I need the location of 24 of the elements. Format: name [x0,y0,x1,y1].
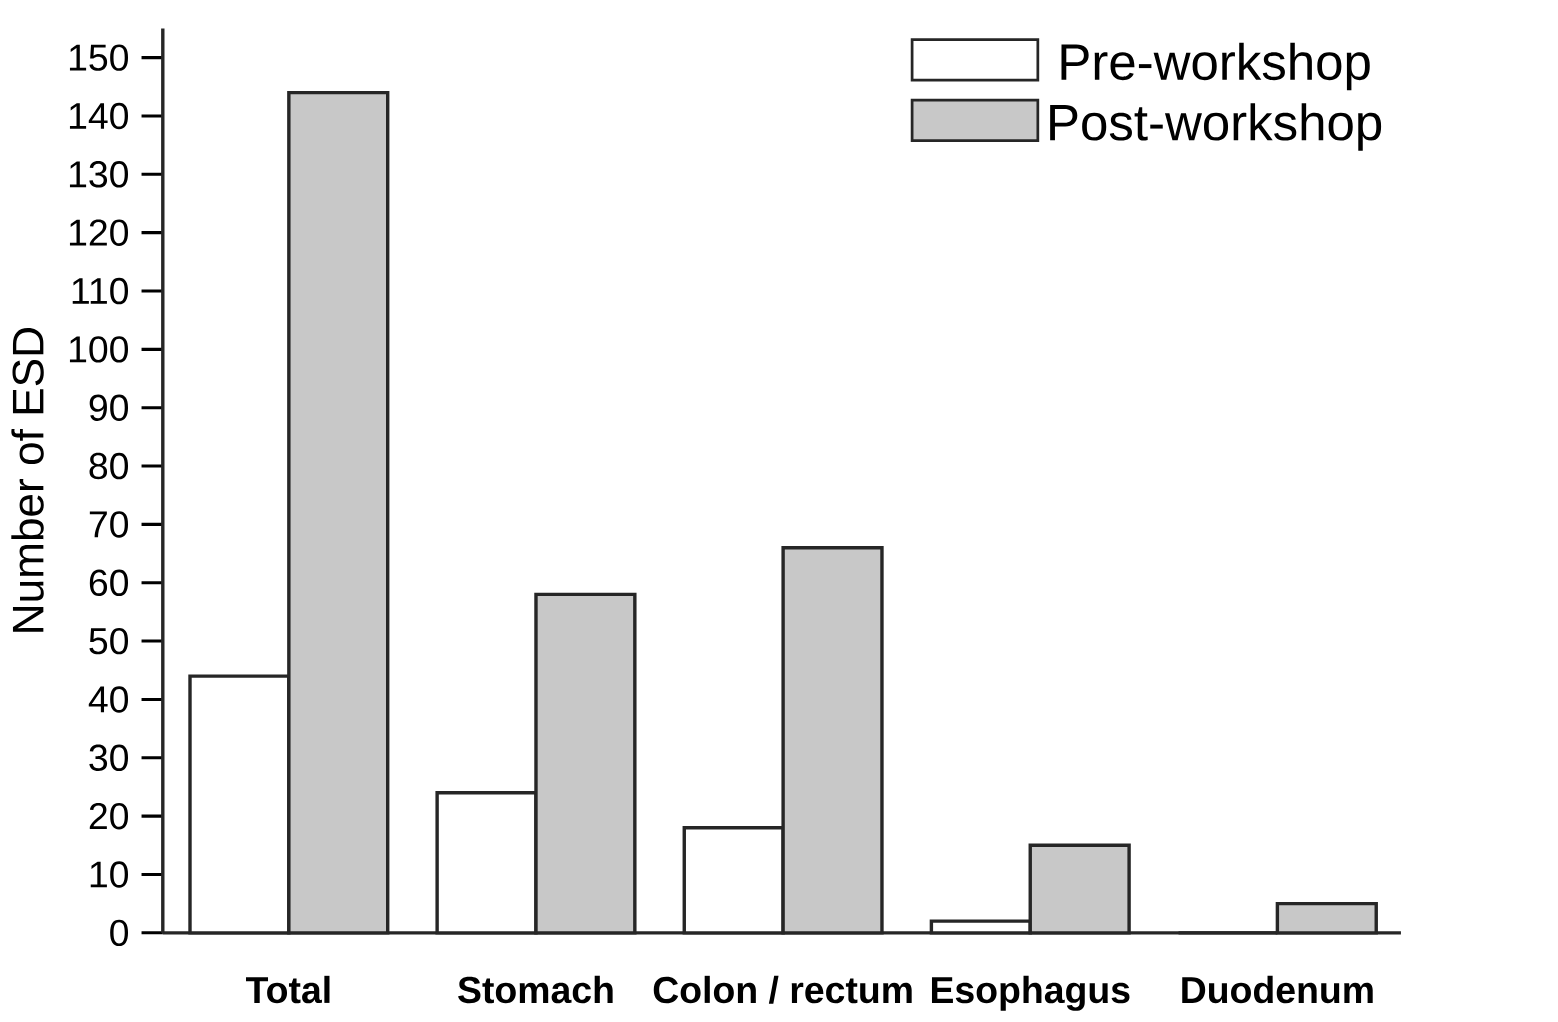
legend-label: Pre-workshop [1061,42,1370,91]
y-tick-label: 60 [89,569,129,596]
y-tick-label: 10 [90,861,129,888]
y-axis-title: Number of ESD [11,327,44,632]
y-tick-label: 90 [89,394,129,421]
y-tick-label: 70 [89,511,129,538]
y-tick-label: 0 [110,919,129,947]
x-tick-label: Duodenum [1182,975,1373,1004]
x-tick-label: Colon / rectum [653,975,912,1004]
y-tick-label: 110 [72,277,129,305]
x-tick-label: Stomach [458,975,613,1004]
y-tick-label: 20 [89,802,129,830]
x-tick-label: Esophagus [931,975,1130,1011]
y-tick-label: 40 [88,686,129,713]
y-tick-label: 130 [69,161,129,188]
y-tick-label: 120 [69,219,129,246]
x-tick-label: Total [246,975,330,1004]
y-tick-label: 50 [89,627,129,655]
y-tick-label: 150 [69,44,129,71]
y-tick-label: 140 [69,102,129,130]
y-tick-label: 30 [89,744,129,771]
y-tick-label: 80 [89,452,129,480]
legend-label: Post-workshop [1050,103,1382,151]
y-tick-label: 100 [69,336,129,363]
